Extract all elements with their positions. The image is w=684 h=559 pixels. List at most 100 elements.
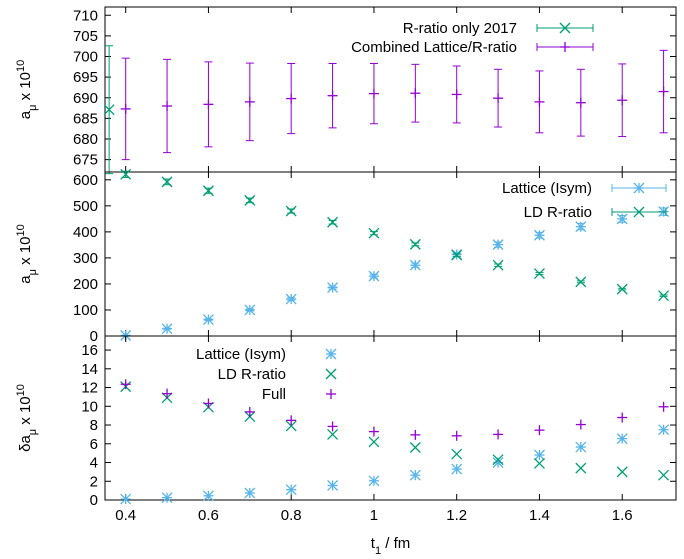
panel-middle-series-1-point-10-marker-stroke-b (533, 268, 545, 279)
panel-middle-series-1-point-13-marker-stroke-b (658, 290, 670, 302)
y-tick-label: 2 (90, 473, 98, 490)
panel-top-series-1-point-6 (368, 63, 379, 125)
x-tick-label: 1.6 (612, 507, 633, 524)
panel-middle-series-1-point-4 (285, 205, 297, 217)
panel-bottom-series-2-point-2 (203, 398, 214, 409)
x-tick-label: 1.2 (446, 507, 467, 524)
panel-bottom-series-0 (120, 424, 670, 505)
panel-middle-ylabel-base: a (17, 275, 34, 284)
panel-middle-series-1-point-12 (616, 283, 628, 295)
panel-bottom-series-1 (120, 381, 670, 481)
panel-bottom-series-0-point-5 (327, 480, 339, 491)
panel-top-frame (104, 6, 677, 173)
panel-middle-series-1-point-2 (202, 185, 214, 197)
panel-top-series-1-point-2 (203, 61, 214, 148)
panel-top-legend-label-1: Combined Lattice/R-ratio (351, 39, 517, 56)
y-tick-label: 685 (73, 110, 98, 127)
y-tick-label: 710 (73, 7, 98, 24)
panel-bottom-series-0-point-3 (244, 487, 256, 499)
panel-bottom-series-1-point-9 (492, 454, 504, 466)
panel-bottom-series-0-point-11 (575, 441, 587, 453)
panel-bottom-legend-label-0: Lattice (Isym) (196, 346, 286, 363)
panel-bottom-series-1-point-5-marker-stroke-b (327, 428, 339, 440)
x-axis-label-base: t (371, 535, 376, 552)
panel-top-series-1-point-13 (658, 49, 669, 134)
x-tick-label: 1.4 (529, 507, 550, 524)
panel-middle-series-1-point-3-marker-stroke-b (244, 194, 256, 206)
y-tick-label: 12 (81, 380, 98, 397)
panel-bottom-series-0-point-2 (202, 490, 214, 502)
panel-bottom-series-2-point-6 (368, 426, 379, 437)
panel-bottom-series-1-point-13-marker-stroke-b (658, 469, 670, 481)
panel-middle-series-0-point-11 (575, 221, 587, 233)
panel-bottom-series-0-point-1 (161, 492, 173, 504)
panel-bottom-series-1-point-11-marker-stroke-b (575, 462, 587, 474)
panel-bottom-series-2-point-5 (327, 421, 338, 432)
panel-middle-series-1-point-12-marker-stroke-b (616, 283, 628, 295)
panel-middle-series-1-point-8-marker-stroke-b (451, 249, 463, 261)
panel-bottom-series-2-point-3 (244, 406, 255, 417)
panel-top-series-1-point-7 (410, 63, 421, 123)
panel-middle-series-0-point-12 (616, 213, 628, 225)
panel-middle-ylabel-mid: x 10 (17, 237, 34, 270)
panel-bottom-series-1-point-8 (451, 448, 463, 460)
panel-top-series-0-point-0-marker-stroke-b (103, 104, 115, 116)
panel-top-series-1-point-3 (244, 62, 255, 142)
panel-top-legend-marker-0-stroke-b (559, 22, 571, 34)
y-tick-label: 16 (81, 342, 98, 359)
panel-top-series-1-point-1 (162, 58, 173, 154)
y-tick-label: 675 (73, 152, 98, 169)
y-tick-label: 0 (90, 328, 98, 345)
panel-top-series-1 (120, 49, 669, 161)
panel-bottom-series-1-point-10-marker-stroke-b (533, 457, 545, 469)
panel-bottom-series-1-point-10 (533, 457, 545, 469)
x-axis-label-sub: 1 (375, 545, 381, 557)
panel-middle: 0 100 200 300 400 500 600 Lattice (Isym) LD R-ra… (73, 168, 677, 345)
panel-bottom-series-1-point-12 (616, 466, 628, 478)
panel-middle-legend-label-1: LD R-ratio (524, 204, 592, 221)
panel-bottom-legend-marker-1-stroke-b (325, 368, 337, 380)
panel-middle-series-1-point-3 (244, 194, 256, 206)
panel-bottom-ylabel: δaμ x 1010 (15, 384, 39, 452)
panel-top-ylabel-sub: μ (27, 105, 39, 111)
panel-top-ylabel-mid: x 10 (17, 72, 34, 105)
panel-bottom-series-2-point-12 (617, 412, 628, 423)
panel-top-series-1-point-0 (120, 57, 131, 161)
panel-bottom-series-2-point-1 (162, 388, 173, 399)
panel-bottom-series-1-point-12-marker-stroke-b (616, 466, 628, 478)
panel-middle-ylabel: aμ x 1010 (15, 224, 39, 283)
panel-middle-series-1-point-0 (120, 168, 132, 180)
panel-top-ylabel: aμ x 1010 (15, 60, 39, 119)
panel-middle-series-1-point-11-marker-stroke-b (575, 276, 587, 288)
panel-bottom-series-2 (120, 379, 669, 441)
x-tick-label: 0.4 (115, 507, 136, 524)
panel-top-legend-label-0: R-ratio only 2017 (403, 20, 517, 37)
panel-bottom-series-1-point-4-marker-stroke-b (285, 420, 297, 432)
panel-bottom-ylabel-base: δa (17, 435, 34, 452)
panel-top-series-0-point-0 (103, 45, 115, 175)
panel-middle-series-0-point-3 (244, 304, 256, 316)
panel-bottom-series-0-point-12 (616, 433, 628, 445)
panel-top-series-0 (103, 45, 115, 175)
panel-top-series-1-point-4 (286, 63, 297, 135)
panel-top: 675 680 685 690 695 700 705 710 R-ratio only 201… (73, 6, 677, 175)
panel-bottom-series-1-point-5 (327, 428, 339, 440)
panel-bottom-series-0-point-0 (120, 493, 132, 505)
y-tick-label: 10 (81, 398, 98, 415)
y-tick-label: 680 (73, 131, 98, 148)
panel-bottom-series-0-point-7 (409, 469, 421, 481)
panel-middle-series-0-point-6 (368, 270, 380, 282)
panel-bottom-series-2-point-9 (493, 429, 504, 440)
panel-middle-series-0-point-5 (327, 282, 339, 294)
x-tick-label: 0.6 (198, 507, 219, 524)
panel-middle-legend-label-0: Lattice (Isym) (502, 180, 592, 197)
panel-middle-series-1-point-10 (533, 268, 545, 279)
panel-top-series-1-point-10 (534, 70, 545, 134)
panel-bottom-series-2-point-10 (534, 425, 545, 436)
panel-middle-series-1-point-9 (492, 259, 504, 271)
panel-bottom-series-1-point-7-marker-stroke-b (409, 442, 421, 453)
panel-top-series-1-point-12 (617, 63, 628, 138)
y-tick-label: 400 (73, 224, 98, 241)
panel-middle-series-1-point-11 (575, 276, 587, 288)
